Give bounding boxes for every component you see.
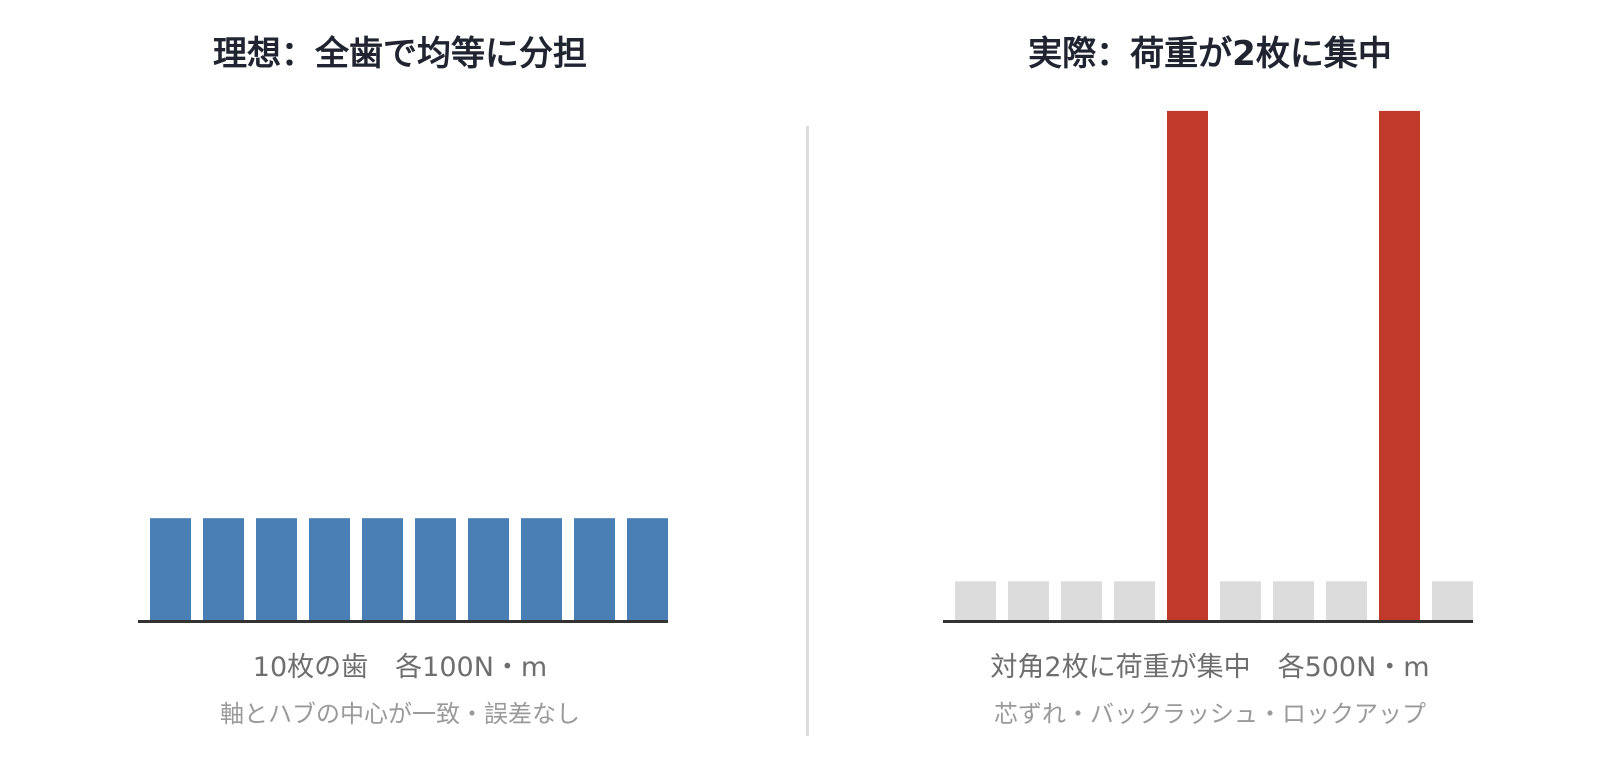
ideal-chart-title: 理想：全歯で均等に分担: [213, 34, 587, 74]
ideal-bar-7: [468, 518, 509, 620]
actual-bar-5: [1167, 110, 1208, 620]
actual-bar-1: [955, 581, 996, 620]
ideal-bar-10: [627, 518, 668, 620]
ideal-bar-8: [521, 518, 562, 620]
ideal-caption: 10枚の歯 各100N・m: [252, 652, 548, 683]
actual-bar-8: [1326, 581, 1367, 620]
ideal-bar-5: [362, 518, 403, 620]
panel-divider: [806, 126, 809, 736]
ideal-bar-2: [203, 518, 244, 620]
ideal-subcaption: 軸とハブの中心が一致・誤差なし: [220, 700, 580, 728]
ideal-bar-9: [574, 518, 615, 620]
actual-bar-4: [1114, 581, 1155, 620]
actual-bar-10: [1432, 581, 1473, 620]
actual-bar-7: [1273, 581, 1314, 620]
actual-bar-6: [1220, 581, 1261, 620]
ideal-bar-6: [415, 518, 456, 620]
actual-bars-group: [955, 110, 1473, 620]
actual-bar-3: [1061, 581, 1102, 620]
ideal-bar-1: [150, 518, 191, 620]
actual-bar-2: [1008, 581, 1049, 620]
actual-chart-title: 実際：荷重が2枚に集中: [1028, 34, 1392, 74]
actual-bar-9: [1379, 110, 1420, 620]
ideal-bars-group: [150, 518, 668, 620]
actual-subcaption: 芯ずれ・バックラッシュ・ロックアップ: [994, 700, 1426, 728]
ideal-bar-3: [256, 518, 297, 620]
actual-caption: 対角2枚に荷重が集中 各500N・m: [990, 652, 1430, 683]
ideal-bar-4: [309, 518, 350, 620]
